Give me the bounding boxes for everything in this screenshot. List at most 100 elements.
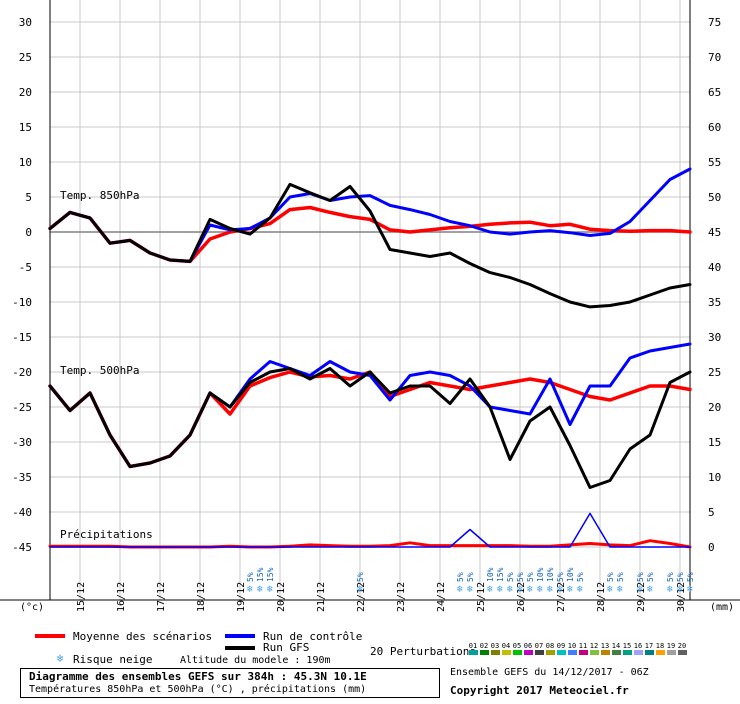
y-tick-right: 20 [708,401,721,414]
y-label-right: (mm) [710,602,734,613]
snow-risk-label: 15% [256,567,265,582]
y-tick-right: 15 [708,436,721,449]
legend-perturbation-id: 16 [634,642,642,650]
y-tick-right: 30 [708,331,721,344]
legend-perturbation-swatch [524,650,533,655]
legend-perturbation-swatch [535,650,544,655]
y-tick-left: 10 [19,156,32,169]
panel-label-850: Temp. 850hPa [60,189,139,202]
snow-risk-icon: ❄ [507,584,514,595]
legend-label-gfs: Run GFS [263,641,309,654]
legend-perturbation-swatch [601,650,610,655]
y-tick-left: 30 [19,16,32,29]
legend-perturbation-id: 13 [601,642,609,650]
copyright: Copyright 2017 Meteociel.fr [450,684,629,697]
snow-risk-label: 5% [526,572,535,582]
snow-risk-icon: ❄ [247,584,254,595]
legend-perturbation-swatch [656,650,665,655]
legend-perturbation-id: 02 [480,642,488,650]
legend-perturbation-id: 07 [535,642,543,650]
legend-perturbation-swatch [469,650,478,655]
legend-label-perturbations: 20 Perturbations [370,645,476,658]
snow-risk-label: 10% [486,567,495,582]
y-tick-right: 40 [708,261,721,274]
y-tick-right: 55 [708,156,721,169]
y-tick-right: 25 [708,366,721,379]
legend-perturbation-swatch [491,650,500,655]
snow-risk-label: 5% [506,572,515,582]
legend-perturbation-id: 19 [667,642,675,650]
series-850-line [48,182,692,309]
y-tick-right: 0 [708,541,715,554]
y-tick-left: -35 [12,471,32,484]
snow-risk-icon: ❄ [527,584,534,595]
snow-risk-icon: ❄ [567,584,574,595]
x-tick-label: 27/12 [556,582,567,612]
snow-risk-icon: ❄ [687,584,694,595]
legend-perturbation-id: 17 [645,642,653,650]
y-tick-left: -5 [19,261,32,274]
legend-perturbation-id: 04 [502,642,510,650]
y-tick-left: -40 [12,506,32,519]
snow-risk-label: 5% [516,572,525,582]
snow-risk-label: 5% [636,572,645,582]
snow-risk-label: 5% [356,572,365,582]
legend-perturbation-id: 10 [568,642,576,650]
snow-risk-icon: ❄ [667,584,674,595]
snow-risk-icon: ❄ [677,584,684,595]
title-box: Diagramme des ensembles GEFS sur 384h : … [20,668,440,698]
legend-perturbation-id: 09 [557,642,565,650]
snow-risk-label: 5% [686,572,695,582]
legend-perturbation-swatch [667,650,676,655]
legend-perturbation-swatch [502,650,511,655]
legend-perturbation-swatch [480,650,489,655]
legend-perturbation-id: 05 [513,642,521,650]
x-tick-label: 22/12 [356,582,367,612]
x-tick-label: 25/12 [476,582,487,612]
legend-perturbation-id: 20 [678,642,686,650]
x-tick-label: 18/12 [196,582,207,612]
legend-label-snow: Risque neige [73,653,152,666]
x-tick-label: 20/12 [276,582,287,612]
legend-perturbation-swatch [590,650,599,655]
y-tick-right: 75 [708,16,721,29]
y-tick-right: 65 [708,86,721,99]
panel-label-500: Temp. 500hPa [60,364,139,377]
x-tick-label: 26/12 [516,582,527,612]
y-tick-right: 50 [708,191,721,204]
snow-risk-icon: ❄ [607,584,614,595]
legend-perturbation-swatch [568,650,577,655]
snow-risk-label: 5% [646,572,655,582]
snow-risk-label: 15% [266,567,275,582]
snow-risk-label: 10% [566,567,575,582]
x-tick-label: 17/12 [156,582,167,612]
snow-risk-label: 5% [246,572,255,582]
x-tick-label: 24/12 [436,582,447,612]
y-tick-left: -45 [12,541,32,554]
y-tick-left: 0 [25,226,32,239]
legend-perturbation-id: 08 [546,642,554,650]
plot-background [50,0,690,600]
x-tick-label: 21/12 [316,582,327,612]
y-tick-left: 15 [19,121,32,134]
snow-risk-icon: ❄ [57,652,64,665]
snow-risk-icon: ❄ [537,584,544,595]
snow-risk-icon: ❄ [457,584,464,595]
y-tick-right: 35 [708,296,721,309]
snow-risk-label: 5% [666,572,675,582]
y-tick-left: -25 [12,401,32,414]
y-tick-left: -20 [12,366,32,379]
y-tick-right: 45 [708,226,721,239]
x-tick-label: 19/12 [236,582,247,612]
snow-risk-icon: ❄ [257,584,264,595]
legend-perturbation-swatch [579,650,588,655]
snow-risk-icon: ❄ [467,584,474,595]
snow-risk-label: 10% [546,567,555,582]
snow-risk-icon: ❄ [357,584,364,595]
snow-risk-label: 5% [676,572,685,582]
panel-label-precip: Précipitations [60,528,153,541]
chart-subtitle: Températures 850hPa et 500hPa (°C) , pré… [29,684,367,695]
snow-risk-icon: ❄ [517,584,524,595]
y-label-left: (°c) [20,602,44,613]
legend-perturbation-id: 01 [469,642,477,650]
